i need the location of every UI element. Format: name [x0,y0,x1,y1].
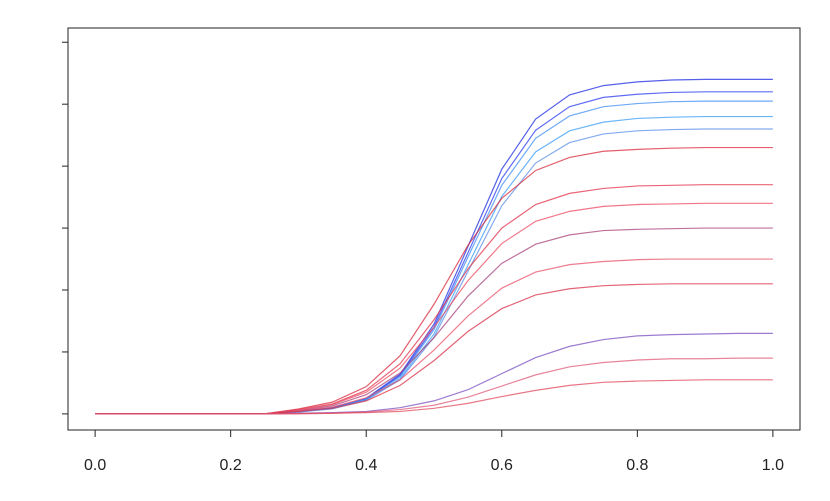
series-line [95,91,773,415]
series-line [95,379,773,415]
series-line [95,227,773,415]
x-tick-label: 0.4 [355,457,377,474]
series-line [95,128,773,415]
series-line [95,184,773,415]
series-line [95,332,773,415]
series-line [95,202,773,415]
series-line [95,146,773,415]
x-tick-label: 0.8 [626,457,648,474]
x-tick-label: 0.2 [220,457,242,474]
series-line [95,115,773,415]
plot-frame [67,27,801,431]
series-line [95,357,773,415]
x-tick-label: 0.0 [84,457,106,474]
x-tick-label: 0.6 [491,457,513,474]
x-tick-label: 1.0 [762,457,784,474]
